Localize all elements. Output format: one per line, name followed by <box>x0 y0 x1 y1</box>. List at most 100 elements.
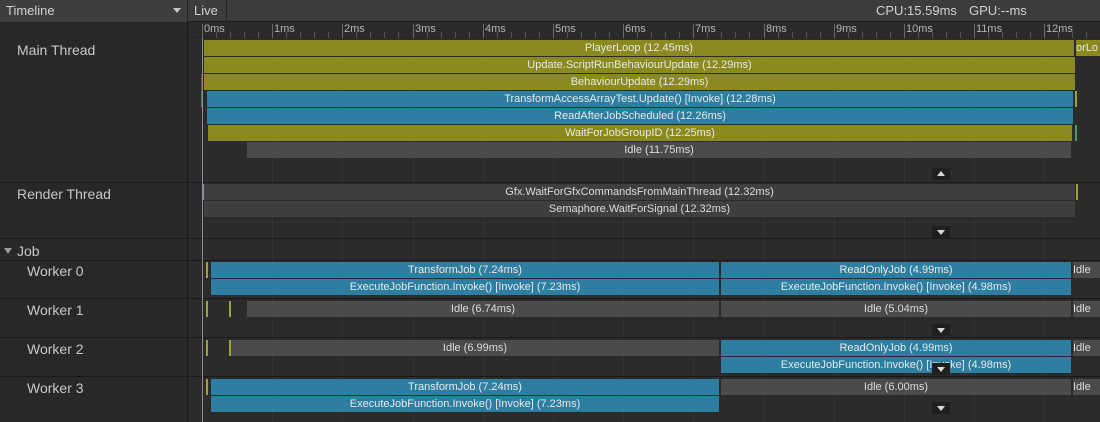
grid-line <box>483 38 484 422</box>
expand-worker-1-button[interactable] <box>932 324 950 336</box>
thread-label-worker-2[interactable]: Worker 2 <box>27 341 84 357</box>
ruler-minor-tick <box>1030 32 1031 38</box>
sample-transform-access-update[interactable]: TransformAccessArrayTest.Update() [Invok… <box>207 91 1073 107</box>
ruler-major-tick <box>834 24 835 38</box>
sample-worker0-readonly-job[interactable]: ReadOnlyJob (4.99ms) <box>721 262 1071 278</box>
sample-marker[interactable] <box>1075 125 1077 141</box>
ruler-minor-tick <box>1016 32 1017 38</box>
ruler-minor-tick <box>778 32 779 38</box>
sample-marker[interactable] <box>206 340 208 356</box>
ruler-tick-label: 12ms <box>1046 23 1073 35</box>
thread-label-render[interactable]: Render Thread <box>17 186 111 202</box>
expand-worker-2-button[interactable] <box>932 363 950 375</box>
triangle-down-icon <box>937 230 945 235</box>
ruler-minor-tick <box>427 32 428 38</box>
grid-line <box>342 38 343 422</box>
sample-worker3-transform-job[interactable]: TransformJob (7.24ms) <box>211 379 719 395</box>
ruler-minor-tick <box>356 32 357 38</box>
sample-worker3-next-idle[interactable]: Idle <box>1073 379 1100 395</box>
sample-worker1-idle-b[interactable]: Idle (5.04ms) <box>721 301 1071 317</box>
expand-worker-3-button[interactable] <box>932 402 950 414</box>
sample-read-after-job-scheduled[interactable]: ReadAfterJobScheduled (12.26ms) <box>207 108 1073 124</box>
ruler-minor-tick <box>497 32 498 38</box>
ruler-tick-label: 6ms <box>625 23 646 35</box>
ruler-minor-tick <box>595 32 596 38</box>
thread-label-main[interactable]: Main Thread <box>17 42 96 58</box>
sample-worker0-transform-job[interactable]: TransformJob (7.24ms) <box>211 262 719 278</box>
ruler-tick-label: 4ms <box>485 23 506 35</box>
sample-behaviour-update[interactable]: BehaviourUpdate (12.29ms) <box>204 74 1075 90</box>
sample-player-loop[interactable]: PlayerLoop (12.45ms) <box>204 40 1074 56</box>
ruler-minor-tick <box>820 32 821 38</box>
ruler-tick-label: 5ms <box>555 23 576 35</box>
sample-worker3-transform-invoke[interactable]: ExecuteJobFunction.Invoke() [Invoke] (7.… <box>211 396 719 412</box>
sample-marker[interactable] <box>229 301 231 317</box>
ruler-major-tick <box>202 24 203 38</box>
sample-script-run-behaviour-update[interactable]: Update.ScriptRunBehaviourUpdate (12.29ms… <box>204 57 1075 73</box>
sample-wait-for-job-group[interactable]: WaitForJobGroupID (12.25ms) <box>208 125 1072 141</box>
ruler-major-tick <box>764 24 765 38</box>
view-mode-dropdown[interactable]: Timeline <box>0 0 188 22</box>
grid-line <box>553 38 554 422</box>
ruler-minor-tick <box>721 32 722 38</box>
sample-worker2-readonly-job[interactable]: ReadOnlyJob (4.99ms) <box>721 340 1071 356</box>
sample-marker[interactable] <box>229 340 231 356</box>
thread-divider <box>0 260 188 261</box>
profiler-toolbar: Timeline Live CPU:15.59ms GPU:--ms <box>0 0 1100 22</box>
ruler-minor-tick <box>286 32 287 38</box>
ruler-minor-tick <box>216 32 217 38</box>
job-group-label: Job <box>17 243 40 259</box>
expand-render-thread-button[interactable] <box>932 226 950 238</box>
ruler-minor-tick <box>258 32 259 38</box>
ruler-minor-tick <box>890 32 891 38</box>
ruler-minor-tick <box>665 32 666 38</box>
thread-label-worker-3[interactable]: Worker 3 <box>27 380 84 396</box>
sample-semaphore-wait[interactable]: Semaphore.WaitForSignal (12.32ms) <box>204 201 1075 217</box>
thread-label-worker-1[interactable]: Worker 1 <box>27 302 84 318</box>
job-group-header[interactable]: Job <box>4 243 40 259</box>
ruler-minor-tick <box>609 32 610 38</box>
frame-start-marker <box>202 38 203 422</box>
ruler-major-tick <box>553 24 554 38</box>
grid-line <box>1044 38 1045 422</box>
time-ruler[interactable]: 0ms 1ms 2ms 3ms 4ms 5ms 6ms 7ms 8ms 9ms 10ms 11ms 12… <box>189 22 1100 38</box>
ruler-minor-tick <box>918 32 919 38</box>
ruler-tick-label: 3ms <box>415 23 436 35</box>
sample-worker2-readonly-invoke[interactable]: ExecuteJobFunction.Invoke() [Invoke] (4.… <box>721 357 1071 373</box>
sample-worker1-idle-a[interactable]: Idle (6.74ms) <box>247 301 719 317</box>
sample-player-loop-next[interactable]: orLo <box>1076 40 1100 56</box>
ruler-minor-tick <box>581 32 582 38</box>
ruler-minor-tick <box>441 32 442 38</box>
sample-marker[interactable] <box>1075 91 1077 107</box>
sample-marker[interactable] <box>206 262 208 278</box>
thread-label-worker-0[interactable]: Worker 0 <box>27 263 84 279</box>
ruler-minor-tick <box>806 32 807 38</box>
ruler-minor-tick <box>567 32 568 38</box>
timeline-view[interactable]: 0ms 1ms 2ms 3ms 4ms 5ms 6ms 7ms 8ms 9ms 10ms 11ms 12… <box>189 22 1100 422</box>
sample-marker[interactable] <box>1076 184 1078 200</box>
sample-marker[interactable] <box>206 301 208 317</box>
sample-worker2-idle[interactable]: Idle (6.99ms) <box>231 340 719 356</box>
sample-marker[interactable] <box>202 184 204 200</box>
ruler-tick-label: 1ms <box>274 23 295 35</box>
collapse-main-thread-button[interactable] <box>932 168 950 180</box>
ruler-minor-tick <box>398 32 399 38</box>
sample-gfx-wait[interactable]: Gfx.WaitForGfxCommandsFromMainThread (12… <box>204 184 1075 200</box>
sample-marker[interactable] <box>206 379 208 395</box>
thread-divider <box>0 298 188 299</box>
sample-worker0-next-idle[interactable]: Idle <box>1073 262 1100 278</box>
row-divider <box>189 337 1100 338</box>
sample-worker2-next-idle[interactable]: Idle <box>1073 340 1100 356</box>
sample-worker3-idle[interactable]: Idle (6.00ms) <box>721 379 1071 395</box>
sample-main-idle[interactable]: Idle (11.75ms) <box>247 142 1071 158</box>
sample-worker0-transform-invoke[interactable]: ExecuteJobFunction.Invoke() [Invoke] (7.… <box>211 279 719 295</box>
ruler-minor-tick <box>792 32 793 38</box>
ruler-minor-tick <box>848 32 849 38</box>
live-toggle-button[interactable]: Live <box>189 0 227 22</box>
ruler-minor-tick <box>932 32 933 38</box>
triangle-down-icon <box>937 406 945 411</box>
sample-worker1-next-idle[interactable]: Idle <box>1073 301 1100 317</box>
ruler-major-tick <box>693 24 694 38</box>
triangle-up-icon <box>937 171 945 176</box>
sample-worker0-readonly-invoke[interactable]: ExecuteJobFunction.Invoke() [Invoke] (4.… <box>721 279 1071 295</box>
